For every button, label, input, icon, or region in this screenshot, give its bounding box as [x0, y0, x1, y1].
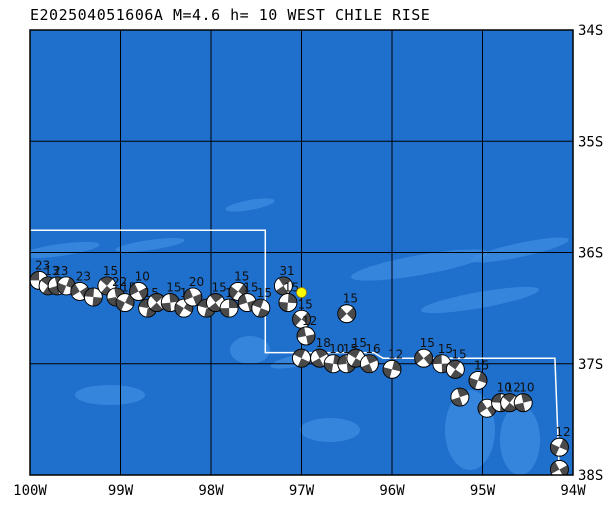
focal-mechanisms: 2313232315221510151518201515151515311515…	[30, 258, 571, 475]
bathymetry-patch	[115, 238, 185, 252]
longitude-label: 97W	[289, 483, 315, 499]
depth-label: 23	[35, 258, 50, 272]
focal-mechanism: 15	[414, 336, 435, 368]
focal-mechanism: 12	[550, 425, 571, 457]
depth-label: 15	[352, 336, 367, 350]
focal-mechanism: 20	[183, 275, 204, 307]
bathymetry-patch	[230, 336, 270, 364]
depth-label: 10	[329, 342, 344, 356]
depth-label: 15	[474, 358, 489, 372]
focal-mechanism: 15	[445, 347, 467, 379]
depth-label: 15	[298, 297, 313, 311]
bathymetry-patch	[225, 198, 275, 212]
map-title: E202504051606A M=4.6 h= 10 WEST CHILE RI…	[30, 6, 431, 24]
longitude-tick-labels: 100W 99W 98W 97W 96W 95W 94W	[13, 483, 586, 499]
focal-mechanism: 15	[337, 292, 358, 324]
focal-mechanism: 10	[513, 381, 535, 413]
focal-mechanism	[56, 276, 76, 296]
focal-mechanism: 12	[296, 314, 317, 346]
bathymetry-patch	[500, 405, 540, 475]
depth-label: 23	[53, 264, 68, 278]
latitude-label: 37S	[578, 357, 603, 373]
focal-mechanism: 10	[129, 269, 150, 301]
depth-label: 15	[212, 281, 227, 295]
focal-mechanism: 15	[278, 281, 299, 312]
depth-label: 10	[519, 381, 534, 395]
focal-mechanism	[450, 387, 470, 407]
latitude-tick-labels: 34S 35S 36S 37S 38S	[578, 23, 603, 484]
longitude-label: 95W	[470, 483, 496, 499]
depth-label: 15	[166, 281, 181, 295]
focal-mechanism	[197, 298, 216, 318]
bathymetry-patch	[75, 385, 145, 405]
longitude-label: 99W	[108, 483, 134, 499]
depth-label: 31	[279, 264, 294, 278]
depth-label: 10	[497, 381, 512, 395]
longitude-label: 96W	[379, 483, 405, 499]
longitude-label: 98W	[198, 483, 224, 499]
focal-mechanism	[550, 460, 569, 475]
focal-mechanism: 15	[292, 297, 313, 329]
longitude-label: 100W	[13, 483, 47, 499]
latitude-label: 34S	[578, 23, 603, 39]
bathymetry-patch	[30, 241, 100, 259]
latitude-label: 38S	[578, 468, 603, 484]
depth-label: 22	[112, 275, 127, 289]
depth-label: 15	[343, 292, 358, 306]
depth-label: 10	[135, 269, 150, 283]
bathymetry-patch	[471, 237, 569, 263]
depth-label: 15	[451, 347, 466, 361]
depth-label: 15	[243, 281, 258, 295]
depth-label: 12	[506, 381, 521, 395]
latitude-label: 35S	[578, 134, 603, 150]
bathymetry-patch	[420, 286, 540, 314]
depth-label: 18	[316, 336, 331, 350]
focal-mechanism	[292, 348, 311, 368]
focal-mechanism	[147, 293, 167, 312]
focal-mechanism: 15	[468, 358, 489, 390]
depth-label: 15	[284, 281, 299, 295]
latitude-label: 36S	[578, 246, 603, 262]
focal-mechanism: 12	[382, 347, 403, 379]
depth-label: 15	[103, 264, 118, 278]
depth-label: 15	[420, 336, 435, 350]
plate-boundary-line	[30, 229, 561, 475]
depth-label: 16	[365, 342, 380, 356]
depth-label: 15	[234, 269, 249, 283]
depth-label: 20	[189, 275, 204, 289]
depth-label: 15	[257, 286, 272, 300]
depth-label: 12	[555, 425, 570, 439]
depth-label: 13	[44, 264, 59, 278]
longitude-label: 94W	[560, 483, 586, 499]
bathymetry-patch	[300, 418, 360, 442]
focal-mechanism	[83, 287, 103, 307]
focal-mechanism: 15	[251, 286, 272, 318]
depth-label: 12	[388, 347, 403, 361]
bathymetry-patch	[351, 249, 489, 281]
depth-label: 23	[76, 269, 91, 283]
focal-mechanism: 15	[115, 281, 136, 312]
focal-mechanism: 16	[359, 342, 381, 374]
depth-label: 12	[302, 314, 317, 328]
event-epicenter-marker	[296, 287, 307, 298]
map-frame	[29, 29, 574, 476]
depth-label: 15	[438, 342, 453, 356]
focal-mechanism: 15	[206, 281, 227, 312]
